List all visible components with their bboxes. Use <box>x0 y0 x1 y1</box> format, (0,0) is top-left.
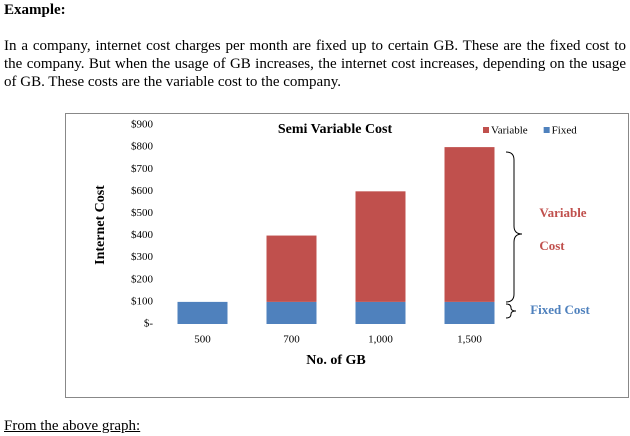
bar-segment <box>444 301 495 324</box>
chart: Semi Variable Cost No. of GB Internet Co… <box>65 113 629 398</box>
x-tick-label: 700 <box>283 334 300 346</box>
x-tick-label: 1,000 <box>368 334 393 346</box>
annotation: Cost <box>539 238 565 253</box>
legend-swatch <box>483 127 489 133</box>
legend-swatch <box>543 127 550 133</box>
annotation: Fixed Cost <box>530 302 590 317</box>
y-tick-label: $600 <box>131 185 154 197</box>
footer-text: From the above graph: <box>4 418 141 434</box>
bar-segment <box>266 235 317 302</box>
bar-segment <box>355 301 406 324</box>
annotation: Variable <box>539 205 586 220</box>
y-tick-label: $800 <box>131 141 154 153</box>
y-tick-label: $200 <box>131 273 154 285</box>
brace <box>505 303 517 319</box>
x-axis-title: No. of GB <box>306 353 366 368</box>
bar-segment <box>266 301 317 324</box>
y-tick-label: $500 <box>131 207 154 219</box>
y-tick-label: $100 <box>131 295 154 307</box>
bar-segment <box>177 301 228 324</box>
y-tick-label: $400 <box>131 229 154 241</box>
legend-label: Variable <box>491 125 528 137</box>
bar-segment <box>355 191 406 302</box>
y-tick-label: $300 <box>131 251 154 263</box>
y-tick-label: $- <box>144 318 154 330</box>
legend-label: Fixed <box>552 125 578 137</box>
bar-segment <box>444 147 495 302</box>
heading: Example: <box>4 2 66 18</box>
y-tick-label: $700 <box>131 163 154 175</box>
x-tick-label: 500 <box>194 334 211 346</box>
y-axis-title: Internet Cost <box>93 185 108 265</box>
brace <box>505 151 523 303</box>
x-tick-label: 1,500 <box>457 334 482 346</box>
chart-frame <box>65 113 629 398</box>
y-tick-label: $900 <box>131 119 154 131</box>
chart-title: Semi Variable Cost <box>278 122 393 137</box>
paragraph: In a company, internet cost charges per … <box>4 38 626 90</box>
